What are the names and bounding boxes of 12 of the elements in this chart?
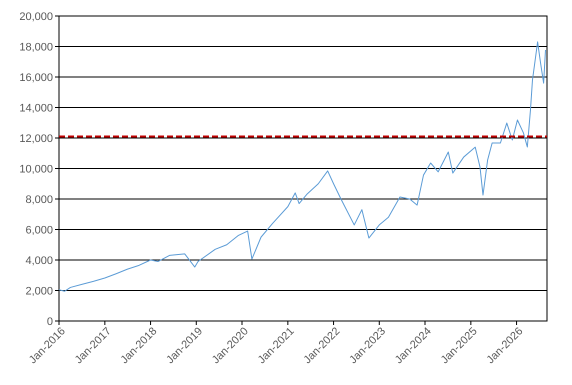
y-tick-label: 6,000 (25, 224, 53, 236)
y-tick-label: 12,000 (19, 132, 53, 145)
y-tick-label: 10,000 (19, 163, 53, 176)
y-tick-label: 16,000 (19, 72, 53, 84)
y-tick-label: 2,000 (25, 285, 53, 298)
y-tick-label: 0 (46, 316, 53, 328)
y-tick-label: 20,000 (19, 10, 53, 23)
line-series (58, 41, 546, 292)
y-tick-label: 14,000 (19, 102, 53, 114)
y-tick-label: 4,000 (25, 254, 53, 267)
y-tick-label: 8,000 (25, 194, 53, 206)
y-tick-label: 18,000 (19, 41, 53, 54)
